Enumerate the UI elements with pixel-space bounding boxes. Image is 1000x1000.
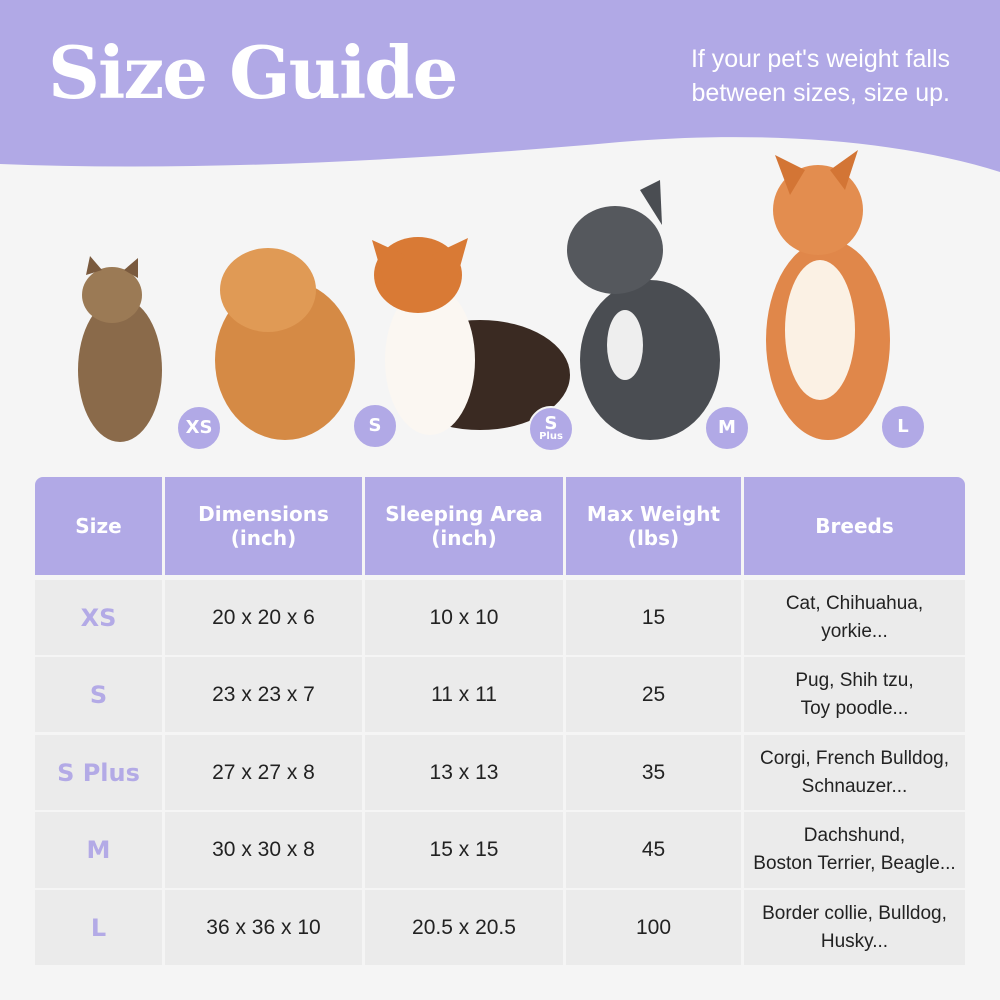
page-title: Size Guide [48,30,458,115]
badge-l: L [880,404,926,450]
header-max-weight: Max Weight (lbs) [566,477,741,575]
pets-illustration [78,150,890,442]
cell-dimensions: 36 x 36 x 10 [165,890,362,965]
cell-breeds: Border collie, Bulldog, Husky... [744,890,965,965]
cell-size: L [35,890,162,965]
cell-dimensions: 30 x 30 x 8 [165,812,362,888]
cell-sleeping-area: 13 x 13 [365,735,563,810]
corgi-image [372,237,570,435]
badge-label: L [897,416,909,437]
cell-sleeping-area: 11 x 11 [365,657,563,732]
cell-size: M [35,812,162,888]
header-breeds: Breeds [744,477,965,575]
badge-label: XS [185,417,213,438]
cell-sleeping-area: 10 x 10 [365,580,563,655]
badge-m: M [704,405,750,451]
cell-max-weight: 15 [566,580,741,655]
cell-max-weight: 35 [566,735,741,810]
cell-breeds: Dachshund, Boston Terrier, Beagle... [744,812,965,888]
size-note: If your pet's weight falls between sizes… [690,45,950,107]
header-banner [0,0,1000,172]
cell-dimensions: 27 x 27 x 8 [165,735,362,810]
cell-breeds: Corgi, French Bulldog, Schnauzer... [744,735,965,810]
cell-dimensions: 20 x 20 x 6 [165,580,362,655]
badge-label: S [368,415,382,436]
cell-max-weight: 100 [566,890,741,965]
cell-max-weight: 25 [566,657,741,732]
cell-dimensions: 23 x 23 x 7 [165,657,362,732]
badge-label: M [718,417,736,438]
cell-max-weight: 45 [566,812,741,888]
badge-sublabel: Plus [539,431,563,442]
cell-size: XS [35,580,162,655]
cat-image [78,256,162,442]
cell-breeds: Pug, Shih tzu, Toy poodle... [744,657,965,732]
cell-sleeping-area: 15 x 15 [365,812,563,888]
header-dimensions: Dimensions (inch) [165,477,362,575]
cell-sleeping-area: 20.5 x 20.5 [365,890,563,965]
header-size: Size [35,477,162,575]
cell-breeds: Cat, Chihuahua, yorkie... [744,580,965,655]
cell-size: S [35,657,162,732]
badge-label: S [544,413,558,434]
header-sleeping-area: Sleeping Area (inch) [365,477,563,575]
pomeranian-image [215,248,355,440]
cell-size: S Plus [35,735,162,810]
badge-s-plus: S Plus [528,406,574,452]
french-bulldog-image [567,180,720,440]
badge-s: S [352,403,398,449]
badge-xs: XS [176,405,222,451]
shiba-inu-image [766,150,890,440]
